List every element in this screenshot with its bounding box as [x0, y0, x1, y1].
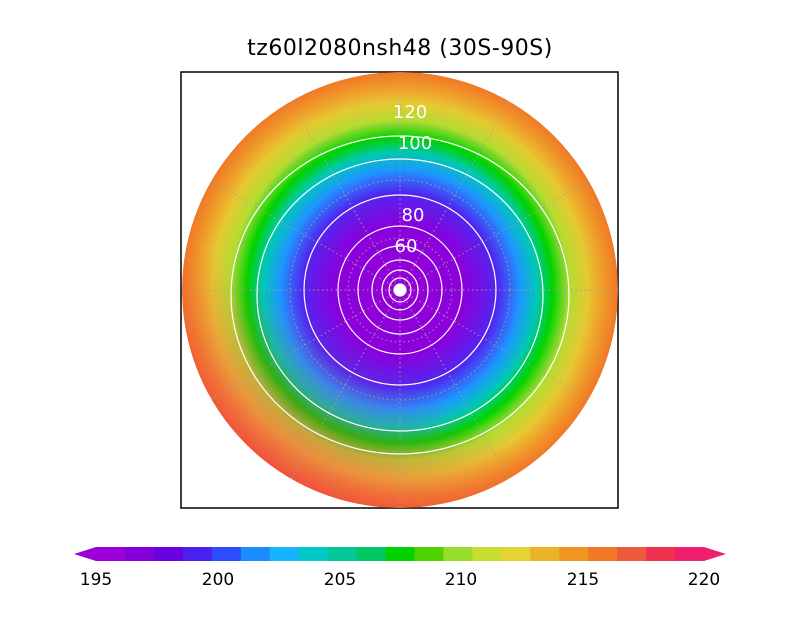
- contour-line: [357, 245, 443, 335]
- colorbar-extend-high: [704, 547, 726, 561]
- colorbar-swatch: [675, 547, 705, 561]
- colorbar-swatch: [588, 547, 618, 561]
- colorbar-swatch: [96, 547, 126, 561]
- meridian-line: [290, 289, 401, 480]
- meridian-line: [210, 180, 401, 291]
- meridian-line: [399, 100, 510, 291]
- colorbar-swatch: [443, 547, 473, 561]
- pole-dot: [394, 284, 406, 296]
- meridian-line: [399, 180, 590, 291]
- colorbar: 195 200 205 210 215 220: [74, 547, 726, 590]
- contour-labels: 120 100 80 60: [393, 102, 432, 257]
- contour-line: [256, 158, 544, 432]
- colorbar-swatch: [211, 547, 242, 561]
- colorbar-swatch: [240, 547, 271, 561]
- colorbar-swatch: [472, 547, 502, 561]
- colorbar-swatch: [269, 547, 300, 561]
- contour-line: [337, 225, 463, 355]
- latitude-circle: [289, 179, 511, 401]
- contour-label-100: 100: [398, 133, 432, 154]
- colorbar-tick-label: 210: [445, 570, 477, 590]
- graticule: [182, 72, 618, 508]
- colorbar-swatch: [617, 547, 647, 561]
- contour-line: [371, 259, 429, 321]
- colorbar-tick-label: 220: [688, 570, 720, 590]
- meridian-line: [399, 289, 590, 400]
- contour-label-80: 80: [402, 205, 425, 226]
- contour-line: [381, 269, 419, 311]
- colorbar-swatch: [646, 547, 676, 561]
- colorbar-tick-label: 200: [202, 570, 234, 590]
- colorbar-swatch: [124, 547, 155, 561]
- colorbar-swatch: [385, 547, 415, 561]
- colorbar-swatch: [298, 547, 329, 561]
- meridian-line: [399, 289, 510, 480]
- contour-lines: [230, 135, 570, 455]
- colorbar-swatch: [356, 547, 387, 561]
- colorbar-swatch: [153, 547, 184, 561]
- plot-title: tz60l2080nsh48 (30S-90S): [247, 36, 553, 61]
- latitude-circle: [234, 124, 566, 456]
- contour-line: [303, 194, 497, 386]
- colorbar-tick-label: 215: [567, 570, 599, 590]
- meridian-line: [290, 100, 401, 291]
- colorbar-swatch: [327, 547, 358, 561]
- contour-label-60: 60: [395, 236, 418, 257]
- colorbar-swatch: [559, 547, 589, 561]
- colorbar-tick-label: 205: [324, 570, 356, 590]
- colorbar-swatch: [530, 547, 560, 561]
- colorbar-swatch: [414, 547, 444, 561]
- contour-line: [230, 135, 570, 455]
- contour-label-120: 120: [393, 102, 427, 123]
- latitude-circle: [347, 237, 453, 343]
- colorbar-tick-label: 195: [80, 570, 112, 590]
- contour-line: [388, 277, 412, 303]
- colorbar-extend-low: [74, 547, 96, 561]
- colorbar-swatch: [501, 547, 531, 561]
- meridian-line: [210, 289, 401, 400]
- colorbar-swatch: [182, 547, 213, 561]
